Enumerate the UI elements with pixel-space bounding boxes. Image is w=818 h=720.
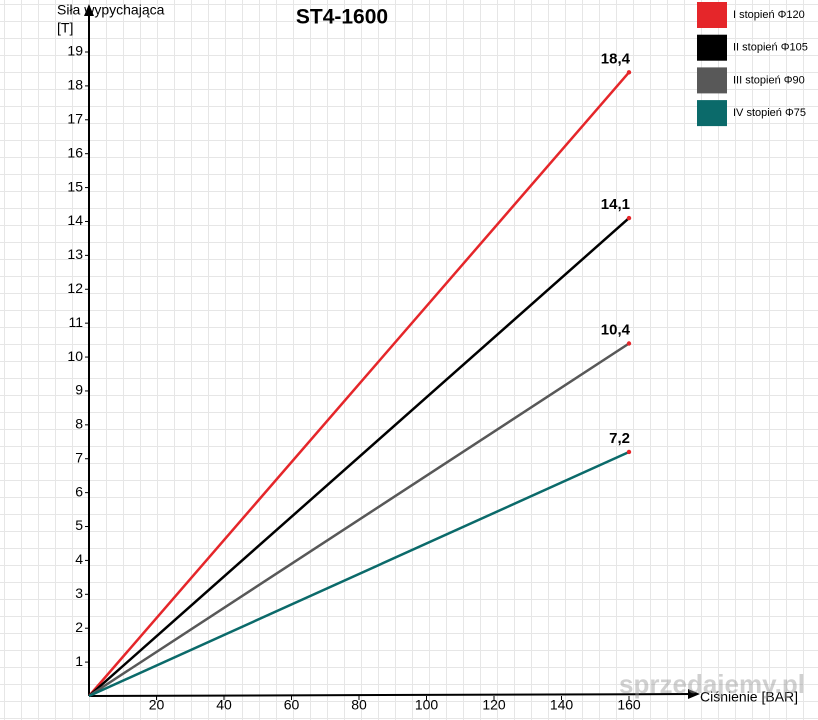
end-point — [626, 215, 632, 221]
y-tick-label: 10 — [67, 348, 83, 364]
series-line — [88, 217, 630, 697]
y-tick-label: 4 — [75, 551, 83, 567]
legend-swatch — [697, 34, 727, 61]
data-label: 18,4 — [601, 50, 631, 67]
y-axis-arrow — [84, 4, 94, 16]
y-tick-label: 18 — [67, 77, 83, 93]
x-tick-label: 60 — [284, 697, 300, 713]
series-line — [88, 342, 630, 698]
x-tick-label: 120 — [482, 697, 506, 713]
watermark: sprzedajemy.pl — [619, 669, 805, 699]
legend-swatch — [697, 67, 727, 94]
data-label: 10,4 — [601, 321, 631, 338]
x-tick-label: 80 — [351, 697, 367, 713]
y-axis-label: Siła wypychająca — [57, 2, 165, 18]
end-point — [626, 341, 632, 346]
x-tick-label: 100 — [415, 697, 439, 713]
y-tick-label: 11 — [68, 314, 83, 330]
x-axis — [88, 693, 695, 697]
y-tick-label: 13 — [67, 246, 83, 262]
y-tick-label: 16 — [67, 144, 83, 160]
y-tick-label: 7 — [75, 449, 83, 465]
legend-label: III stopień Φ90 — [733, 74, 805, 86]
y-tick-label: 12 — [67, 280, 83, 296]
end-point — [626, 449, 632, 455]
data-label: 7,2 — [609, 430, 630, 447]
legend-swatch — [697, 100, 727, 127]
y-tick-label: 17 — [67, 110, 83, 126]
y-tick-label: 2 — [75, 619, 83, 635]
y-tick-label: 5 — [75, 517, 83, 533]
legend-label: IV stopień Φ75 — [733, 107, 806, 119]
series-line — [88, 71, 630, 697]
legend-label: I stopień Φ120 — [733, 9, 805, 21]
y-tick-label: 8 — [75, 416, 83, 432]
x-tick-label: 140 — [550, 697, 574, 713]
legend-label: II stopień Φ105 — [733, 42, 808, 54]
series-line — [88, 450, 630, 698]
y-tick-label: 6 — [75, 483, 83, 499]
y-tick-label: 15 — [67, 178, 83, 194]
chart-title: ST4-1600 — [296, 6, 388, 29]
x-tick-label: 40 — [216, 697, 232, 713]
x-axis-arrow — [688, 689, 700, 699]
y-tick-label: 14 — [67, 212, 83, 228]
y-tick-label: 3 — [75, 585, 83, 601]
y-tick-label: 9 — [75, 382, 83, 398]
x-axis-label: Ciśnienie [BAR] — [700, 689, 798, 705]
y-tick-label: 1 — [75, 653, 83, 669]
x-tick-label: 20 — [149, 697, 165, 713]
x-tick-label: 160 — [617, 697, 641, 713]
end-point — [626, 70, 632, 75]
y-tick-label: 19 — [67, 43, 83, 59]
legend-swatch — [697, 2, 727, 28]
data-label: 14,1 — [601, 196, 630, 213]
y-axis-unit: [T] — [57, 20, 73, 36]
